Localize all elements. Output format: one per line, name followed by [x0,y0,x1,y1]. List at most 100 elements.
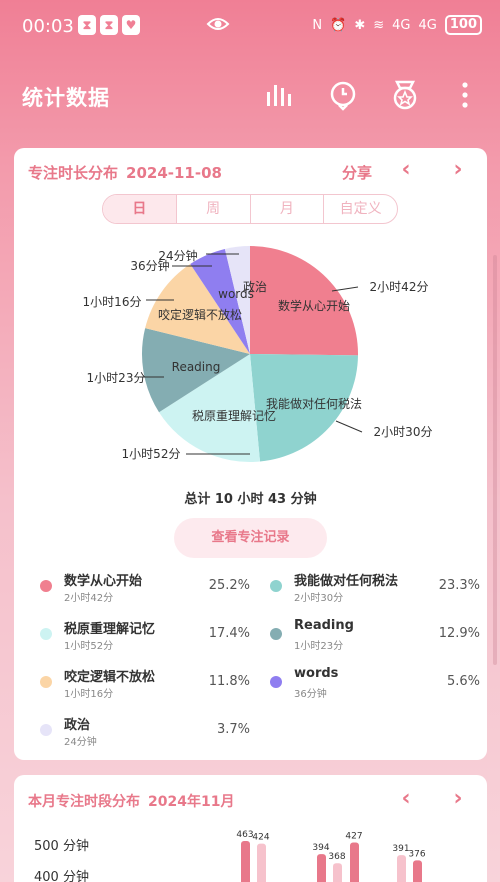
pie-slice-label: words [218,287,254,301]
bar-value-label: 463 [236,830,253,840]
pie-slice[interactable] [142,328,250,413]
bar-value-label: 368 [328,852,345,862]
hourglass-notification-icon: ⧗ [100,15,118,35]
monthly-distribution-card: 本月专注时段分布 2024年11月 ‹ › 500 分钟 400 分钟 463 42… [14,775,487,882]
legend-item[interactable]: 税原重理解记忆 1小时52分 17.4% [14,616,250,660]
card2-month: 2024年11月 [148,794,235,810]
pie-duration-label: 36分钟 [130,258,169,273]
legend-duration: 1小时16分 [64,689,114,700]
bar[interactable] [350,842,359,882]
legend-name: words [294,666,339,681]
heart-notification-icon: ♥ [122,15,140,35]
legend-item[interactable]: words 36分钟 5.6% [244,664,480,708]
legend-item[interactable]: 我能做对任何税法 2小时30分 23.3% [244,568,480,612]
prev-month-button[interactable]: ‹ [394,787,418,811]
bar[interactable] [317,854,326,882]
view-focus-records-button[interactable]: 查看专注记录 [174,518,327,558]
chevron-right-icon: › [453,157,463,182]
pie-slice-label: Reading [172,360,221,374]
bluetooth-icon: ✱ [354,17,366,33]
bar-value-label: 376 [408,849,425,859]
pie-duration-label: 2小时30分 [374,425,433,439]
bar-chart-icon[interactable] [262,78,296,112]
notification-icons: ⧗ ⧗ ♥ [78,15,140,35]
pie-duration-label: 1小时16分 [83,295,142,309]
legend-color-dot [270,580,282,592]
nfc-icon: N [312,17,323,33]
pie-slice-label: 税原重理解记忆 [192,409,276,423]
share-button[interactable]: 分享 [341,164,372,182]
legend-color-dot [40,628,52,640]
card-title-text: 专注时长分布 [28,164,119,182]
history-clock-icon[interactable] [326,78,360,112]
pie-slice[interactable] [145,264,250,354]
tab-week[interactable]: 周 [177,195,251,223]
more-options-icon[interactable] [450,78,484,112]
legend-duration: 2小时42分 [64,593,114,604]
bar[interactable] [397,855,406,882]
signal-icon-2: 4G [418,17,437,33]
legend-item[interactable]: 咬定逻辑不放松 1小时16分 11.8% [14,664,250,708]
card2-title: 本月专注时段分布 2024年11月 [28,791,234,811]
pie-slice[interactable] [224,246,250,354]
bar[interactable] [241,841,250,882]
legend-percent: 17.4% [208,626,250,641]
bar-value-label: 427 [345,832,362,842]
pie-slice-label: 咬定逻辑不放松 [158,307,242,322]
status-time: 00:03 [22,16,74,37]
pie-slice-label: 政治 [243,280,267,294]
scrollbar-thumb[interactable] [493,255,497,665]
legend-percent: 23.3% [438,578,480,593]
card-title: 专注时长分布 2024-11-08 [28,162,222,183]
focus-distribution-card: 专注时长分布 2024-11-08 分享 ‹ › 日 周 月 自定义 数学从心开始… [14,148,487,760]
next-month-button[interactable]: › [446,787,470,811]
legend-percent: 25.2% [208,578,250,593]
legend-item[interactable]: 数学从心开始 2小时42分 25.2% [14,568,250,612]
legend-color-dot [40,724,52,736]
pie-slice[interactable] [250,354,358,462]
legend-color-dot [40,580,52,592]
pie-slice-label: 我能做对任何税法 [266,396,362,411]
period-tabs: 日 周 月 自定义 [102,194,398,224]
total-duration: 总计 10 小时 43 分钟 [184,492,317,507]
pie-leader-line [331,286,359,292]
pie-duration-label: 1小时52分 [122,447,181,461]
pie-slice[interactable] [159,354,261,462]
eye-icon [206,18,230,30]
alarm-icon: ⏰ [330,17,347,33]
legend-item[interactable]: 政治 24分钟 3.7% [14,712,250,756]
legend-percent: 5.6% [446,674,480,689]
legend-percent: 12.9% [438,626,480,641]
status-bar: 00:03 ⧗ ⧗ ♥ N ⏰ ✱ ≋ 4G 4G 100 [0,0,500,54]
legend-item[interactable]: Reading 1小时23分 12.9% [244,616,480,660]
legend-name: 政治 [64,718,91,733]
legend-color-dot [270,676,282,688]
tab-month[interactable]: 月 [251,195,325,223]
legend-name: Reading [294,618,354,633]
legend-duration: 2小时30分 [294,593,344,604]
legend-duration: 24分钟 [64,737,97,748]
pie-leader-line [335,420,363,433]
tab-day[interactable]: 日 [103,195,177,223]
bar[interactable] [333,863,342,882]
medal-icon[interactable] [388,78,422,112]
hourglass-notification-icon: ⧗ [78,15,96,35]
app-header: 统计数据 [0,70,500,124]
pie-slice[interactable] [250,246,358,356]
legend-duration: 36分钟 [294,689,327,700]
signal-icon: 4G [392,17,411,33]
card-date: 2024-11-08 [126,164,222,182]
legend-name: 数学从心开始 [64,574,143,589]
pie-slice-label: 数学从心开始 [278,298,350,313]
status-right: N ⏰ ✱ ≋ 4G 4G 100 [312,15,482,35]
tab-custom[interactable]: 自定义 [339,201,382,217]
pie-slice[interactable] [190,248,250,354]
bar[interactable] [413,860,422,882]
prev-day-button[interactable]: ‹ [394,158,418,182]
next-day-button[interactable]: › [446,158,470,182]
chevron-left-icon: ‹ [401,157,411,182]
bar[interactable] [257,843,266,882]
pie-duration-label: 24分钟 [158,248,197,263]
